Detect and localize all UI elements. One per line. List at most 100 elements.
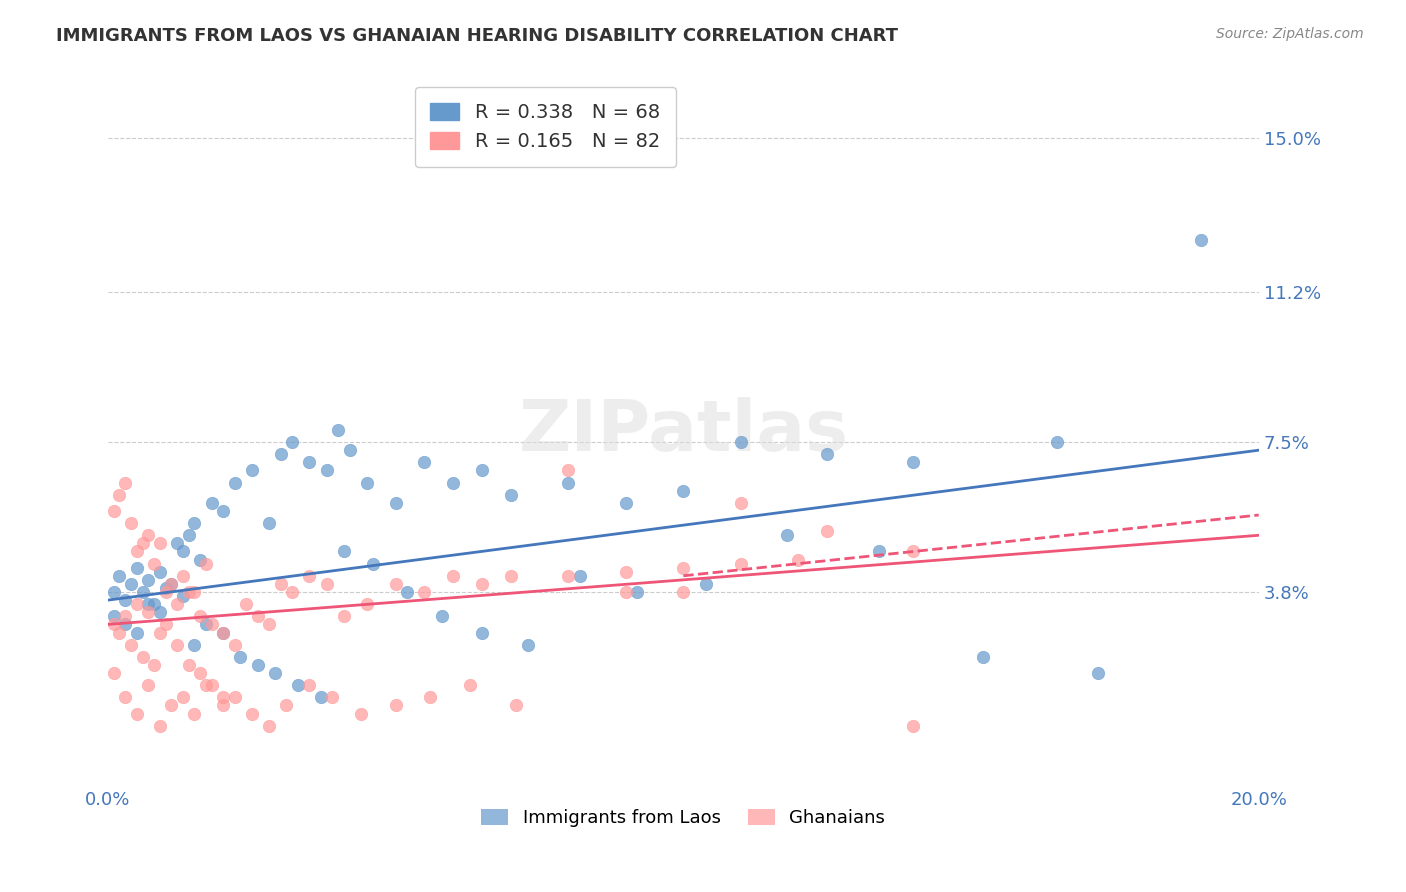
Point <box>730 557 752 571</box>
Point <box>131 536 153 550</box>
Point <box>505 698 527 713</box>
Point <box>419 690 441 705</box>
Point <box>114 593 136 607</box>
Point <box>200 496 222 510</box>
Point <box>108 569 131 583</box>
Point <box>229 649 252 664</box>
Point <box>149 565 172 579</box>
Point <box>441 569 464 583</box>
Point <box>212 698 235 713</box>
Point <box>194 557 217 571</box>
Point <box>212 625 235 640</box>
Point <box>672 560 695 574</box>
Point <box>695 577 717 591</box>
Point <box>177 657 200 672</box>
Point <box>815 524 838 539</box>
Point <box>287 678 309 692</box>
Point <box>235 597 257 611</box>
Point <box>298 455 321 469</box>
Point <box>166 638 188 652</box>
Point <box>315 463 337 477</box>
Point <box>188 666 211 681</box>
Point <box>815 447 838 461</box>
Point <box>281 585 304 599</box>
Point <box>120 638 142 652</box>
Point <box>384 496 406 510</box>
Point <box>194 678 217 692</box>
Point <box>103 504 125 518</box>
Point <box>326 423 349 437</box>
Point <box>172 589 194 603</box>
Point <box>212 625 235 640</box>
Point <box>257 516 280 530</box>
Point <box>672 483 695 498</box>
Point <box>776 528 799 542</box>
Point <box>131 649 153 664</box>
Point <box>188 552 211 566</box>
Point <box>499 569 522 583</box>
Point <box>471 625 494 640</box>
Text: ZIPatlas: ZIPatlas <box>519 398 848 467</box>
Point <box>1087 666 1109 681</box>
Point <box>160 577 183 591</box>
Point <box>224 690 246 705</box>
Point <box>787 552 810 566</box>
Point <box>356 475 378 490</box>
Point <box>396 585 419 599</box>
Point <box>103 585 125 599</box>
Point <box>149 536 172 550</box>
Point <box>200 678 222 692</box>
Point <box>240 463 263 477</box>
Point <box>257 617 280 632</box>
Point <box>120 516 142 530</box>
Point <box>108 488 131 502</box>
Point <box>356 597 378 611</box>
Point <box>224 475 246 490</box>
Point <box>108 625 131 640</box>
Point <box>270 447 292 461</box>
Point <box>471 463 494 477</box>
Point <box>263 666 285 681</box>
Point <box>430 609 453 624</box>
Point <box>103 666 125 681</box>
Point <box>149 719 172 733</box>
Point <box>298 569 321 583</box>
Point <box>166 597 188 611</box>
Point <box>868 544 890 558</box>
Point <box>730 496 752 510</box>
Point <box>499 488 522 502</box>
Point <box>568 569 591 583</box>
Point <box>471 577 494 591</box>
Point <box>155 585 177 599</box>
Point <box>903 719 925 733</box>
Point <box>155 617 177 632</box>
Point <box>315 577 337 591</box>
Point <box>136 605 159 619</box>
Point <box>183 638 205 652</box>
Point <box>672 585 695 599</box>
Point <box>413 585 436 599</box>
Point <box>413 455 436 469</box>
Point <box>125 544 148 558</box>
Point <box>114 475 136 490</box>
Point <box>270 577 292 591</box>
Point <box>183 516 205 530</box>
Point <box>183 585 205 599</box>
Point <box>1046 435 1069 450</box>
Point <box>361 557 384 571</box>
Point <box>557 463 579 477</box>
Point <box>517 638 540 652</box>
Point <box>224 638 246 652</box>
Point <box>246 657 269 672</box>
Point <box>120 577 142 591</box>
Point <box>240 706 263 721</box>
Point <box>321 690 343 705</box>
Point <box>212 690 235 705</box>
Point <box>614 496 637 510</box>
Point <box>1189 233 1212 247</box>
Point <box>212 504 235 518</box>
Point <box>155 581 177 595</box>
Point <box>143 557 166 571</box>
Point <box>339 443 361 458</box>
Point <box>172 544 194 558</box>
